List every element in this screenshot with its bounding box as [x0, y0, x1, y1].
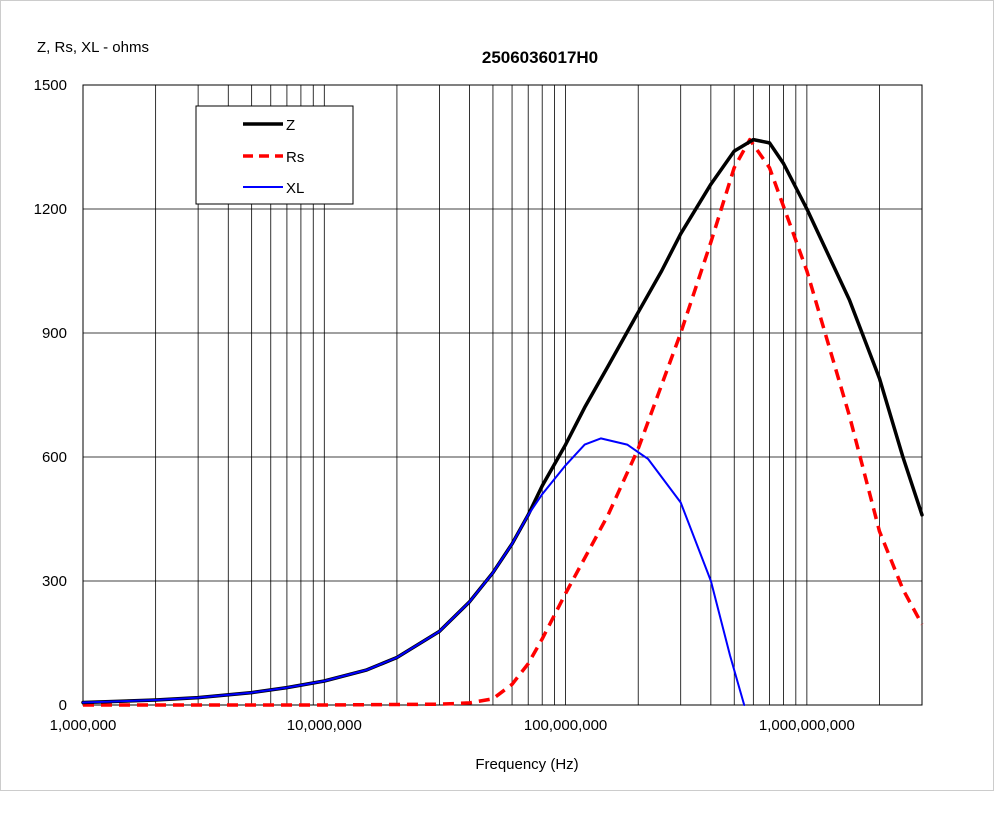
y-axis-title: Z, Rs, XL - ohms	[37, 39, 149, 56]
y-tick-label: 600	[42, 449, 67, 466]
series-group	[81, 137, 924, 707]
y-tick-label: 300	[42, 573, 67, 590]
y-tick-label: 900	[42, 325, 67, 342]
y-tick-label: 1500	[34, 77, 67, 94]
y-tick-labels: 0 300 600 900 1200 1500	[34, 77, 67, 714]
y-tick-label: 0	[59, 697, 67, 714]
chart-title: 2506036017H0	[482, 48, 598, 67]
legend-label-z: Z	[286, 117, 295, 134]
x-tick-labels: 1,000,000 10,000,000 100,000,000 1,000,000,…	[50, 717, 855, 734]
chart-border	[0, 0, 994, 791]
legend-box	[195, 105, 354, 205]
x-tick-label: 1,000,000	[50, 717, 117, 734]
series-line-rs	[83, 137, 924, 707]
x-axis-title: Frequency (Hz)	[475, 756, 578, 773]
series-line-xl	[82, 437, 746, 706]
legend-label-xl: XL	[286, 180, 304, 197]
y-tick-label: 1200	[34, 201, 67, 218]
legend: Z Rs XL	[195, 105, 354, 205]
x-tick-label: 10,000,000	[287, 717, 362, 734]
x-tick-label: 1,000,000,000	[759, 717, 855, 734]
x-tick-label: 100,000,000	[524, 717, 607, 734]
legend-label-rs: Rs	[286, 149, 304, 166]
plot-frame	[82, 84, 923, 706]
